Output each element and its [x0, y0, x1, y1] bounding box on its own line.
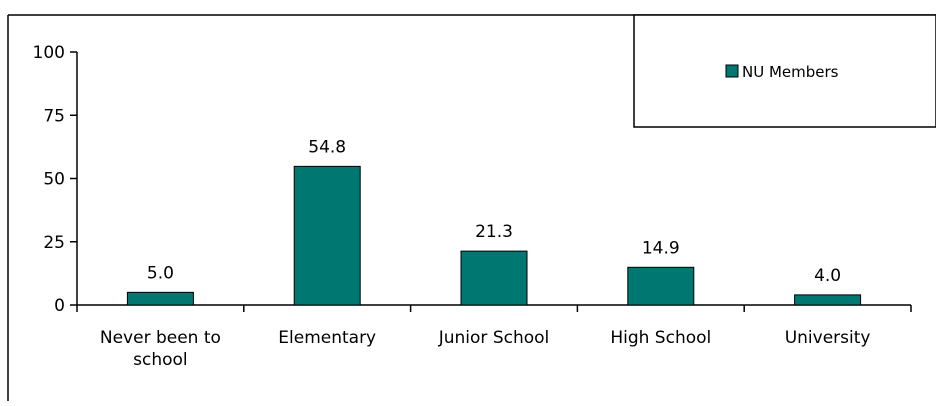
x-category-label: High School: [610, 328, 711, 348]
bar: [126, 291, 194, 306]
data-label: 54.8: [308, 137, 346, 157]
x-category-label: Never been to: [100, 328, 221, 348]
x-category-label: Junior School: [438, 328, 550, 348]
legend-swatch: [725, 64, 739, 78]
legend-box: [633, 14, 936, 128]
y-tick-label: 50: [43, 170, 65, 190]
bar: [794, 294, 862, 306]
bar: [627, 266, 695, 306]
y-tick-label: 100: [33, 43, 65, 63]
bar: [460, 250, 528, 306]
bars: [126, 165, 862, 306]
data-label: 5.0: [147, 263, 174, 283]
y-tick-label: 75: [43, 106, 65, 126]
x-category-label: school: [133, 350, 188, 370]
data-label: 4.0: [814, 266, 841, 286]
data-label: 21.3: [475, 222, 513, 242]
data-label: 14.9: [642, 238, 680, 258]
y-tick-label: 0: [54, 296, 65, 316]
x-category-label: Elementary: [278, 328, 376, 348]
y-tick-label: 25: [43, 233, 65, 253]
y-axis-ticks: 0 25 50 75 100: [33, 43, 77, 316]
x-category-label: University: [785, 328, 871, 348]
legend-label: NU Members: [742, 63, 839, 81]
data-labels: 5.0 54.8 21.3 14.9 4.0: [147, 137, 841, 286]
legend: NU Members: [633, 14, 936, 128]
bar: [293, 165, 361, 306]
